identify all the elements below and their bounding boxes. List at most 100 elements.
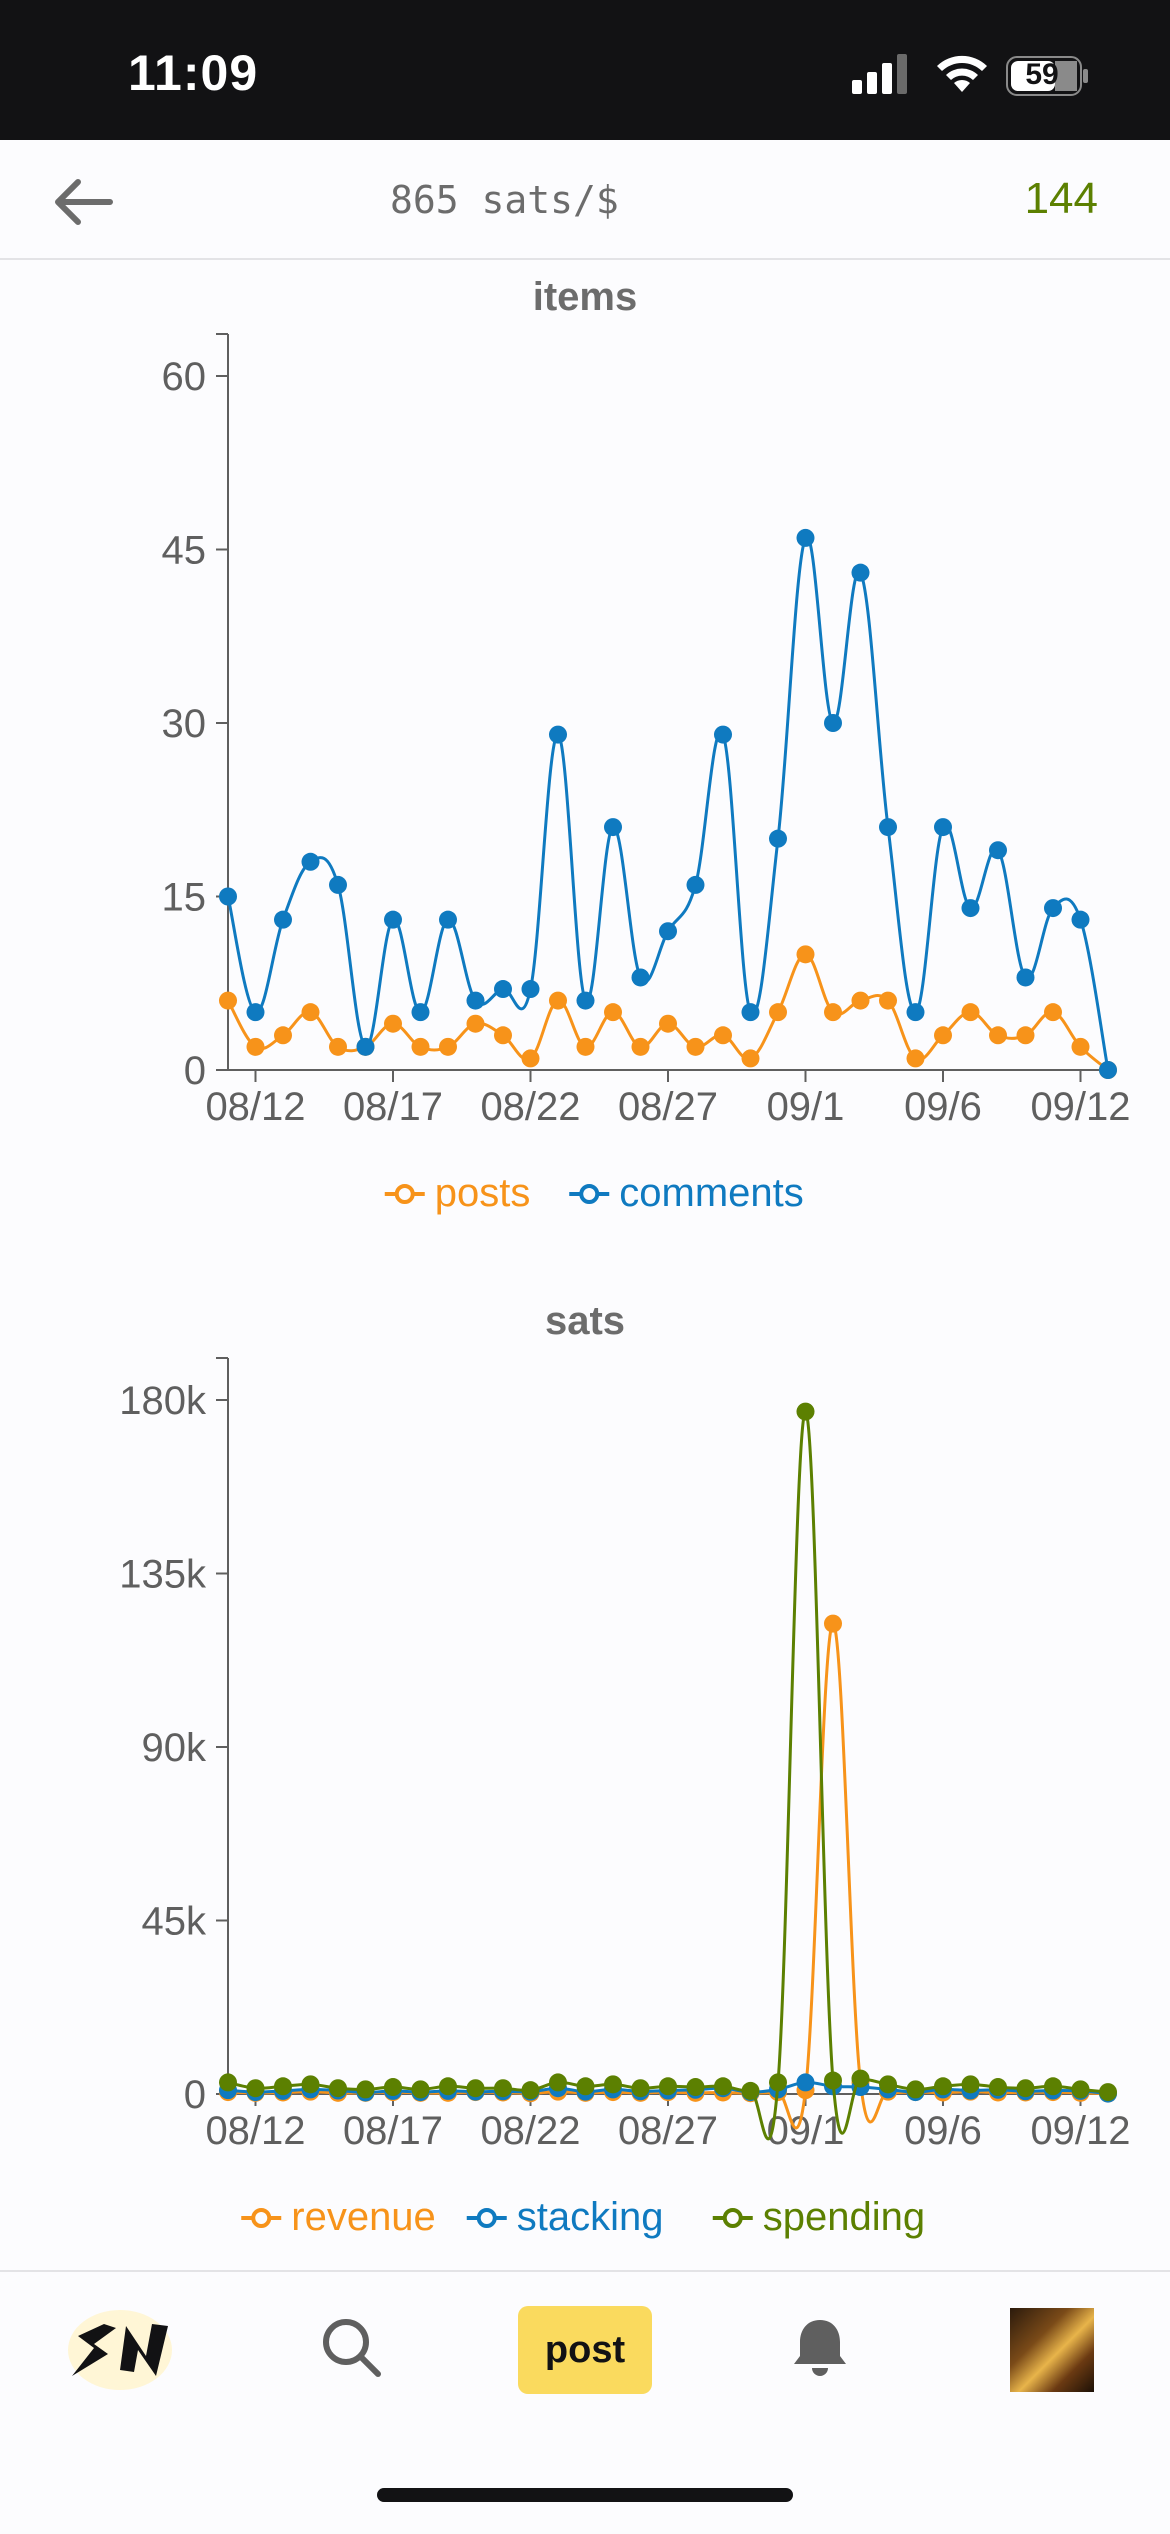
spending-point[interactable] <box>631 2079 650 2098</box>
posts-point[interactable] <box>989 1026 1007 1045</box>
comments-point[interactable] <box>686 875 705 894</box>
posts-point[interactable] <box>384 1014 402 1033</box>
posts-point[interactable] <box>906 1049 925 1068</box>
legend-item-comments[interactable]: comments <box>569 1171 804 1215</box>
posts-point[interactable] <box>879 991 897 1010</box>
comments-point[interactable] <box>961 899 980 918</box>
spending-point[interactable] <box>659 2077 677 2096</box>
spending-point[interactable] <box>934 2077 952 2096</box>
posts-point[interactable] <box>686 1037 705 1056</box>
spending-point[interactable] <box>356 2080 375 2099</box>
posts-point[interactable] <box>274 1026 292 1045</box>
comments-point[interactable] <box>466 991 485 1010</box>
posts-point[interactable] <box>301 1003 320 1022</box>
spending-point[interactable] <box>604 2075 622 2094</box>
spending-point[interactable] <box>1099 2083 1117 2102</box>
spending-point[interactable] <box>439 2077 457 2096</box>
comments-point[interactable] <box>384 910 402 929</box>
posts-point[interactable] <box>741 1049 760 1068</box>
comments-point[interactable] <box>301 852 320 871</box>
spending-point[interactable] <box>1044 2077 1062 2096</box>
comments-point[interactable] <box>219 887 237 906</box>
spending-point[interactable] <box>714 2077 732 2096</box>
posts-point[interactable] <box>1044 1003 1062 1022</box>
block-height[interactable]: 144 <box>1024 174 1098 223</box>
comments-point[interactable] <box>934 818 952 837</box>
comments-point[interactable] <box>659 922 677 941</box>
spending-point[interactable] <box>329 2079 347 2098</box>
comments-point[interactable] <box>521 980 540 999</box>
posts-point[interactable] <box>714 1026 732 1045</box>
posts-point[interactable] <box>521 1049 540 1068</box>
spending-point[interactable] <box>741 2081 760 2100</box>
comments-point[interactable] <box>989 841 1007 860</box>
posts-point[interactable] <box>439 1037 457 1056</box>
posts-point[interactable] <box>604 1003 622 1022</box>
spending-point[interactable] <box>1016 2079 1035 2098</box>
legend-item-spending[interactable]: spending <box>712 2195 925 2239</box>
comments-point[interactable] <box>329 875 347 894</box>
comments-point[interactable] <box>1099 1061 1117 1079</box>
posts-point[interactable] <box>1016 1026 1035 1045</box>
spending-point[interactable] <box>1071 2080 1090 2099</box>
price-ticker[interactable]: 865 sats/$ <box>390 178 619 222</box>
spending-point[interactable] <box>219 2073 237 2092</box>
comments-point[interactable] <box>824 714 842 732</box>
spending-point[interactable] <box>989 2078 1007 2097</box>
comments-point[interactable] <box>439 910 457 929</box>
search-icon[interactable] <box>320 2316 384 2380</box>
posts-point[interactable] <box>961 1003 980 1022</box>
spending-point[interactable] <box>521 2081 540 2100</box>
comments-point[interactable] <box>356 1037 375 1056</box>
posts-point[interactable] <box>1071 1037 1090 1056</box>
sn-logo-button[interactable] <box>64 2306 176 2394</box>
spending-point[interactable] <box>961 2075 980 2094</box>
spending-point[interactable] <box>466 2079 485 2098</box>
posts-point[interactable] <box>411 1037 430 1056</box>
spending-point[interactable] <box>384 2078 402 2097</box>
posts-point[interactable] <box>824 1003 842 1022</box>
posts-point[interactable] <box>934 1026 952 1045</box>
spending-point[interactable] <box>796 1402 815 1421</box>
comments-point[interactable] <box>1044 899 1062 918</box>
stacking-point[interactable] <box>796 2073 815 2092</box>
comments-point[interactable] <box>796 528 815 547</box>
posts-point[interactable] <box>494 1026 512 1045</box>
posts-point[interactable] <box>329 1037 347 1056</box>
comments-point[interactable] <box>1071 910 1090 929</box>
spending-point[interactable] <box>411 2080 430 2099</box>
posts-point[interactable] <box>246 1037 265 1056</box>
revenue-point[interactable] <box>824 1614 842 1633</box>
spending-point[interactable] <box>274 2077 292 2096</box>
comments-point[interactable] <box>246 1003 265 1022</box>
spending-point[interactable] <box>851 2069 870 2088</box>
posts-point[interactable] <box>796 945 815 964</box>
posts-point[interactable] <box>769 1003 787 1022</box>
posts-point[interactable] <box>576 1037 595 1056</box>
comments-point[interactable] <box>274 910 292 929</box>
comments-point[interactable] <box>851 563 870 582</box>
comments-point[interactable] <box>906 1003 925 1022</box>
posts-point[interactable] <box>219 991 237 1010</box>
comments-point[interactable] <box>411 1003 430 1022</box>
comments-point[interactable] <box>879 818 897 837</box>
comments-point[interactable] <box>549 725 567 744</box>
comments-point[interactable] <box>576 991 595 1010</box>
spending-point[interactable] <box>906 2080 925 2099</box>
posts-point[interactable] <box>631 1037 650 1056</box>
posts-point[interactable] <box>659 1014 677 1033</box>
posts-point[interactable] <box>466 1014 485 1033</box>
spending-point[interactable] <box>246 2079 265 2098</box>
spending-point[interactable] <box>549 2073 567 2092</box>
legend-item-posts[interactable]: posts <box>384 1171 531 1215</box>
comments-point[interactable] <box>1016 968 1035 987</box>
legend-item-revenue[interactable]: revenue <box>241 2195 436 2239</box>
posts-point[interactable] <box>549 991 567 1010</box>
spending-point[interactable] <box>494 2079 512 2098</box>
avatar[interactable] <box>1010 2308 1094 2392</box>
comments-point[interactable] <box>769 829 787 848</box>
spending-point[interactable] <box>879 2075 897 2094</box>
comments-point[interactable] <box>631 968 650 987</box>
comments-point[interactable] <box>741 1003 760 1022</box>
arrow-left-icon[interactable] <box>52 176 116 228</box>
